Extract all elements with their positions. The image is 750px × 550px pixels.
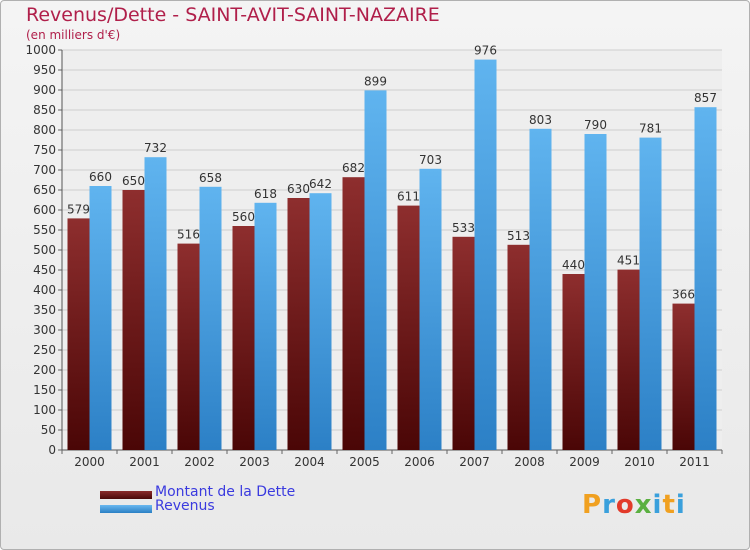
proxiti-logo: Proxiti	[582, 490, 686, 520]
x-tick-label: 2001	[129, 455, 160, 469]
y-tick-label: 300	[33, 323, 56, 337]
y-tick-label: 800	[33, 123, 56, 137]
bar-revenus	[254, 202, 277, 450]
legend-label-dette: Montant de la Dette	[155, 484, 296, 500]
x-tick-label: 2010	[624, 455, 655, 469]
bar-revenus	[144, 157, 167, 450]
y-tick-label: 650	[33, 183, 56, 197]
x-tick-label: 2006	[404, 455, 435, 469]
x-tick-label: 2005	[349, 455, 380, 469]
y-tick-label: 500	[33, 243, 56, 257]
value-label-dette: 451	[617, 254, 640, 268]
bar-dette	[507, 244, 530, 450]
y-tick-label: 0	[48, 443, 56, 457]
bar-revenus	[694, 107, 717, 450]
bar-dette	[617, 269, 640, 450]
bar-dette	[562, 274, 585, 450]
bar-revenus	[584, 134, 607, 450]
value-label-revenus: 642	[309, 177, 332, 191]
value-label-dette: 516	[177, 228, 200, 242]
value-label-revenus: 781	[639, 122, 662, 136]
y-tick-label: 50	[41, 423, 56, 437]
logo-letter: x	[634, 490, 653, 520]
y-tick-label: 900	[33, 83, 56, 97]
bar-dette	[672, 303, 695, 450]
bar-dette	[177, 243, 200, 450]
x-tick-label: 2007	[459, 455, 490, 469]
y-tick-label: 550	[33, 223, 56, 237]
value-label-dette: 611	[397, 190, 420, 204]
value-label-revenus: 790	[584, 118, 607, 132]
value-label-dette: 650	[122, 174, 145, 188]
value-label-dette: 533	[452, 221, 475, 235]
value-label-revenus: 732	[144, 141, 167, 155]
y-tick-label: 850	[33, 103, 56, 117]
y-tick-label: 400	[33, 283, 56, 297]
value-label-revenus: 618	[254, 187, 277, 201]
value-label-revenus: 803	[529, 113, 552, 127]
value-label-revenus: 976	[474, 44, 497, 58]
bar-revenus	[89, 186, 112, 450]
value-label-dette: 366	[672, 288, 695, 302]
y-tick-label: 350	[33, 303, 56, 317]
chart-title: Revenus/Dette - SAINT-AVIT-SAINT-NAZAIRE	[26, 4, 440, 26]
logo-letter: o	[615, 490, 635, 520]
x-tick-label: 2009	[569, 455, 600, 469]
x-tick-label: 2004	[294, 455, 325, 469]
y-tick-label: 750	[33, 143, 56, 157]
x-tick-label: 2008	[514, 455, 545, 469]
value-label-dette: 579	[67, 202, 90, 216]
bar-dette	[122, 190, 145, 450]
legend-swatch-revenus	[100, 505, 152, 513]
bar-dette	[397, 205, 420, 450]
value-label-dette: 440	[562, 258, 585, 272]
y-tick-label: 150	[33, 383, 56, 397]
value-label-revenus: 703	[419, 153, 442, 167]
y-tick-label: 450	[33, 263, 56, 277]
value-label-dette: 560	[232, 210, 255, 224]
logo-letter: r	[602, 490, 616, 520]
bar-dette	[287, 198, 310, 450]
bar-dette	[342, 177, 365, 450]
x-tick-label: 2002	[184, 455, 215, 469]
x-tick-label: 2000	[74, 455, 105, 469]
y-tick-label: 700	[33, 163, 56, 177]
y-tick-label: 1000	[25, 43, 56, 57]
bar-revenus	[639, 137, 662, 450]
bar-revenus	[364, 90, 387, 451]
bar-revenus	[529, 128, 552, 451]
value-label-revenus: 899	[364, 74, 387, 88]
chart-subtitle: (en milliers d'€)	[26, 28, 121, 42]
bar-revenus	[309, 193, 332, 450]
value-label-revenus: 660	[89, 170, 112, 184]
legend-label-revenus: Revenus	[155, 498, 215, 514]
y-tick-label: 250	[33, 343, 56, 357]
bar-revenus	[419, 168, 442, 451]
bar-revenus	[199, 186, 222, 451]
value-label-dette: 513	[507, 229, 530, 243]
bar-dette	[452, 236, 475, 450]
logo-letter: P	[582, 490, 603, 520]
value-label-revenus: 658	[199, 171, 222, 185]
x-tick-label: 2011	[679, 455, 710, 469]
legend-swatch-dette	[100, 491, 152, 499]
y-tick-label: 100	[33, 403, 56, 417]
x-tick-label: 2003	[239, 455, 270, 469]
value-label-revenus: 857	[694, 91, 717, 105]
y-tick-label: 600	[33, 203, 56, 217]
value-label-dette: 630	[287, 182, 310, 196]
logo-letter: i	[652, 490, 663, 520]
logo-letter: i	[675, 490, 686, 520]
bar-dette	[232, 226, 255, 450]
y-tick-label: 950	[33, 63, 56, 77]
bar-dette	[67, 218, 90, 450]
value-label-dette: 682	[342, 161, 365, 175]
y-tick-label: 200	[33, 363, 56, 377]
logo-letter: t	[662, 490, 676, 520]
bar-revenus	[474, 59, 497, 450]
